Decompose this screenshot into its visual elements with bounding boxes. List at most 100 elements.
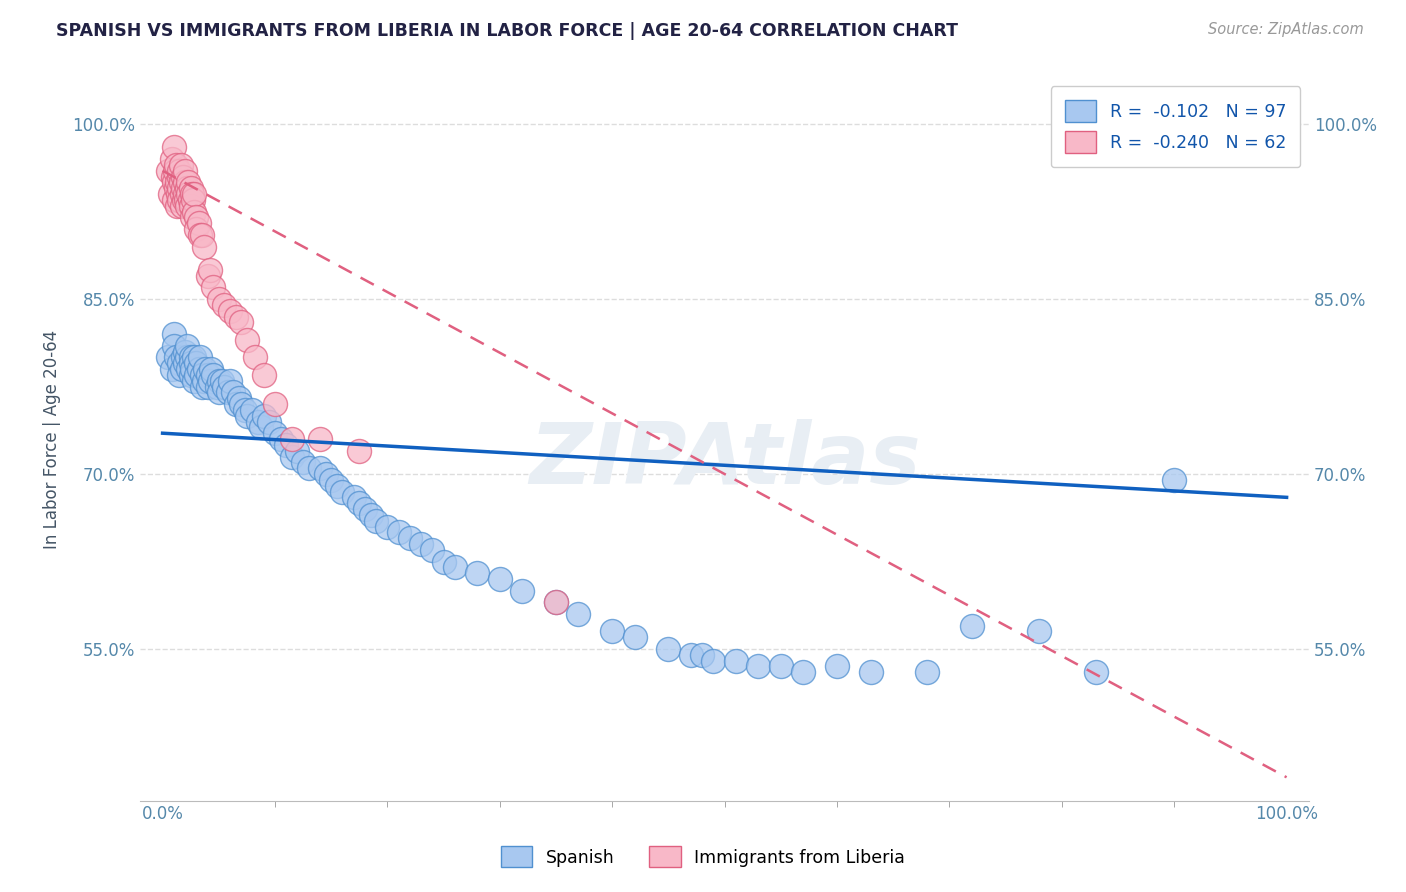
Point bbox=[349, 443, 371, 458]
Point bbox=[173, 193, 195, 207]
Text: ZIPAtlas: ZIPAtlas bbox=[529, 419, 921, 502]
Point bbox=[162, 169, 184, 184]
Point bbox=[702, 654, 724, 668]
Text: Source: ZipAtlas.com: Source: ZipAtlas.com bbox=[1208, 22, 1364, 37]
Point bbox=[169, 169, 191, 184]
Point bbox=[488, 572, 510, 586]
Point bbox=[174, 356, 197, 370]
Point bbox=[567, 607, 589, 621]
Point bbox=[219, 303, 242, 318]
Point bbox=[163, 163, 186, 178]
Point bbox=[281, 432, 304, 446]
Point bbox=[208, 385, 231, 400]
Point bbox=[208, 374, 231, 388]
Point bbox=[169, 158, 191, 172]
Point bbox=[183, 204, 205, 219]
Point bbox=[354, 502, 377, 516]
Point bbox=[163, 326, 186, 341]
Point bbox=[690, 648, 713, 662]
Point bbox=[197, 368, 219, 382]
Point bbox=[411, 537, 433, 551]
Point bbox=[225, 397, 247, 411]
Point bbox=[169, 356, 191, 370]
Point bbox=[724, 654, 747, 668]
Point bbox=[186, 356, 208, 370]
Point bbox=[309, 461, 332, 475]
Point bbox=[657, 642, 679, 657]
Point bbox=[170, 362, 193, 376]
Point bbox=[202, 368, 225, 382]
Point bbox=[176, 199, 198, 213]
Point bbox=[222, 385, 245, 400]
Point bbox=[960, 618, 983, 632]
Point bbox=[170, 187, 193, 202]
Point bbox=[432, 554, 454, 568]
Point bbox=[188, 227, 211, 242]
Point bbox=[170, 199, 193, 213]
Point bbox=[264, 397, 287, 411]
Point bbox=[197, 379, 219, 393]
Point bbox=[174, 187, 197, 202]
Point bbox=[176, 339, 198, 353]
Point bbox=[343, 491, 366, 505]
Point bbox=[443, 560, 465, 574]
Point bbox=[205, 379, 228, 393]
Point bbox=[287, 443, 309, 458]
Point bbox=[208, 292, 231, 306]
Point bbox=[163, 339, 186, 353]
Point bbox=[298, 461, 321, 475]
Point bbox=[349, 496, 371, 510]
Point bbox=[177, 362, 200, 376]
Point bbox=[165, 351, 187, 365]
Point bbox=[792, 665, 814, 680]
Point bbox=[1084, 665, 1107, 680]
Point bbox=[332, 484, 354, 499]
Point bbox=[169, 368, 191, 382]
Point bbox=[172, 169, 194, 184]
Point bbox=[183, 374, 205, 388]
Point bbox=[180, 187, 202, 202]
Point bbox=[166, 176, 188, 190]
Point bbox=[253, 409, 276, 423]
Point bbox=[180, 199, 202, 213]
Point bbox=[174, 176, 197, 190]
Point bbox=[250, 420, 273, 434]
Point bbox=[157, 163, 180, 178]
Point bbox=[253, 368, 276, 382]
Point bbox=[202, 280, 225, 294]
Point bbox=[1028, 624, 1050, 639]
Point bbox=[172, 351, 194, 365]
Point bbox=[186, 211, 208, 225]
Y-axis label: In Labor Force | Age 20-64: In Labor Force | Age 20-64 bbox=[44, 329, 60, 549]
Point bbox=[242, 402, 264, 417]
Point bbox=[247, 415, 270, 429]
Point bbox=[180, 362, 202, 376]
Point bbox=[180, 351, 202, 365]
Point bbox=[197, 268, 219, 283]
Point bbox=[420, 542, 443, 557]
Point bbox=[191, 379, 214, 393]
Point bbox=[211, 374, 233, 388]
Point bbox=[169, 176, 191, 190]
Point bbox=[198, 374, 221, 388]
Point bbox=[679, 648, 702, 662]
Point bbox=[167, 187, 190, 202]
Point bbox=[315, 467, 337, 481]
Point bbox=[165, 158, 187, 172]
Point bbox=[174, 193, 197, 207]
Point bbox=[172, 181, 194, 195]
Point bbox=[259, 415, 281, 429]
Point bbox=[180, 356, 202, 370]
Point bbox=[225, 310, 247, 324]
Point bbox=[859, 665, 882, 680]
Point bbox=[243, 351, 266, 365]
Point bbox=[187, 216, 209, 230]
Point bbox=[326, 478, 349, 492]
Point bbox=[233, 402, 256, 417]
Point bbox=[360, 508, 382, 522]
Point bbox=[186, 222, 208, 236]
Point bbox=[174, 344, 197, 359]
Point bbox=[188, 351, 211, 365]
Point bbox=[183, 351, 205, 365]
Point bbox=[166, 199, 188, 213]
